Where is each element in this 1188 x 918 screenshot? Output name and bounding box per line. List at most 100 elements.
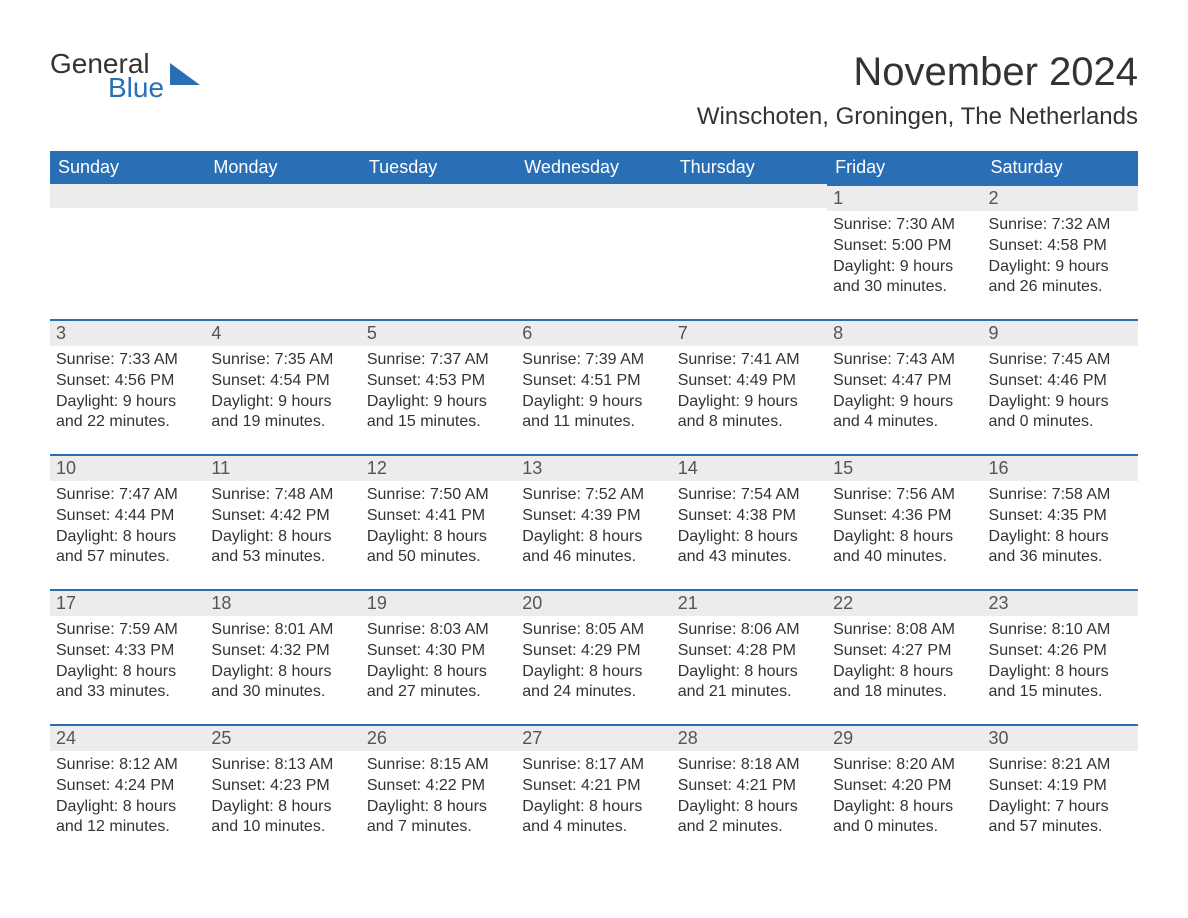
day-sunset: Sunset: 4:53 PM <box>367 371 510 392</box>
day-number: 27 <box>516 724 671 751</box>
day-sunrise: Sunrise: 7:39 AM <box>522 350 665 371</box>
day-number: 10 <box>50 454 205 481</box>
day-content: Sunrise: 7:48 AMSunset: 4:42 PMDaylight:… <box>205 481 360 576</box>
day-number: 24 <box>50 724 205 751</box>
day-content: Sunrise: 7:33 AMSunset: 4:56 PMDaylight:… <box>50 346 205 441</box>
logo: General Blue <box>50 50 200 102</box>
day-sunset: Sunset: 4:24 PM <box>56 776 199 797</box>
day-sunset: Sunset: 4:28 PM <box>678 641 821 662</box>
day-content: Sunrise: 7:47 AMSunset: 4:44 PMDaylight:… <box>50 481 205 576</box>
day-sunset: Sunset: 4:51 PM <box>522 371 665 392</box>
day-content: Sunrise: 8:12 AMSunset: 4:24 PMDaylight:… <box>50 751 205 846</box>
day-sunset: Sunset: 4:44 PM <box>56 506 199 527</box>
day-content: Sunrise: 8:03 AMSunset: 4:30 PMDaylight:… <box>361 616 516 711</box>
day-number: 2 <box>983 184 1138 211</box>
day-sunrise: Sunrise: 8:15 AM <box>367 755 510 776</box>
calendar-table: SundayMondayTuesdayWednesdayThursdayFrid… <box>50 151 1138 859</box>
day-sunrise: Sunrise: 8:20 AM <box>833 755 976 776</box>
empty-day-bar <box>205 184 360 208</box>
day-number: 5 <box>361 319 516 346</box>
day-daylight1: Daylight: 8 hours <box>678 527 821 548</box>
day-daylight2: and 21 minutes. <box>678 682 821 703</box>
calendar-cell: 4Sunrise: 7:35 AMSunset: 4:54 PMDaylight… <box>205 319 360 454</box>
day-sunset: Sunset: 4:29 PM <box>522 641 665 662</box>
day-sunrise: Sunrise: 7:54 AM <box>678 485 821 506</box>
day-daylight1: Daylight: 8 hours <box>211 527 354 548</box>
day-daylight1: Daylight: 8 hours <box>211 662 354 683</box>
day-sunset: Sunset: 4:54 PM <box>211 371 354 392</box>
calendar-cell: 29Sunrise: 8:20 AMSunset: 4:20 PMDayligh… <box>827 724 982 859</box>
day-daylight1: Daylight: 8 hours <box>833 797 976 818</box>
day-sunset: Sunset: 4:35 PM <box>989 506 1132 527</box>
day-content: Sunrise: 7:35 AMSunset: 4:54 PMDaylight:… <box>205 346 360 441</box>
calendar-cell: 20Sunrise: 8:05 AMSunset: 4:29 PMDayligh… <box>516 589 671 724</box>
day-daylight1: Daylight: 9 hours <box>989 257 1132 278</box>
day-number: 17 <box>50 589 205 616</box>
day-number: 7 <box>672 319 827 346</box>
day-daylight2: and 15 minutes. <box>989 682 1132 703</box>
empty-day-bar <box>50 184 205 208</box>
day-daylight1: Daylight: 8 hours <box>56 797 199 818</box>
calendar-week: 10Sunrise: 7:47 AMSunset: 4:44 PMDayligh… <box>50 454 1138 589</box>
day-sunset: Sunset: 4:33 PM <box>56 641 199 662</box>
logo-text: General Blue <box>50 50 164 102</box>
day-daylight2: and 8 minutes. <box>678 412 821 433</box>
day-daylight2: and 7 minutes. <box>367 817 510 838</box>
calendar-cell: 10Sunrise: 7:47 AMSunset: 4:44 PMDayligh… <box>50 454 205 589</box>
day-daylight1: Daylight: 8 hours <box>367 662 510 683</box>
day-content: Sunrise: 8:18 AMSunset: 4:21 PMDaylight:… <box>672 751 827 846</box>
day-daylight1: Daylight: 8 hours <box>989 662 1132 683</box>
calendar-cell: 8Sunrise: 7:43 AMSunset: 4:47 PMDaylight… <box>827 319 982 454</box>
day-content: Sunrise: 7:41 AMSunset: 4:49 PMDaylight:… <box>672 346 827 441</box>
weekday-header: Sunday <box>50 151 205 184</box>
day-number: 4 <box>205 319 360 346</box>
day-daylight1: Daylight: 8 hours <box>367 527 510 548</box>
day-sunset: Sunset: 4:56 PM <box>56 371 199 392</box>
day-daylight2: and 26 minutes. <box>989 277 1132 298</box>
day-daylight2: and 27 minutes. <box>367 682 510 703</box>
calendar-cell <box>672 184 827 319</box>
day-daylight1: Daylight: 9 hours <box>989 392 1132 413</box>
day-daylight1: Daylight: 8 hours <box>56 527 199 548</box>
calendar-cell: 24Sunrise: 8:12 AMSunset: 4:24 PMDayligh… <box>50 724 205 859</box>
day-number: 15 <box>827 454 982 481</box>
day-content: Sunrise: 7:32 AMSunset: 4:58 PMDaylight:… <box>983 211 1138 306</box>
day-sunrise: Sunrise: 8:18 AM <box>678 755 821 776</box>
day-sunrise: Sunrise: 8:12 AM <box>56 755 199 776</box>
calendar-week: 24Sunrise: 8:12 AMSunset: 4:24 PMDayligh… <box>50 724 1138 859</box>
day-daylight2: and 2 minutes. <box>678 817 821 838</box>
day-sunrise: Sunrise: 8:01 AM <box>211 620 354 641</box>
day-sunrise: Sunrise: 8:05 AM <box>522 620 665 641</box>
calendar-cell <box>361 184 516 319</box>
day-sunset: Sunset: 4:41 PM <box>367 506 510 527</box>
day-sunset: Sunset: 5:00 PM <box>833 236 976 257</box>
weekday-header: Wednesday <box>516 151 671 184</box>
calendar-cell <box>205 184 360 319</box>
day-number: 8 <box>827 319 982 346</box>
day-daylight2: and 33 minutes. <box>56 682 199 703</box>
day-number: 16 <box>983 454 1138 481</box>
day-daylight1: Daylight: 9 hours <box>367 392 510 413</box>
day-sunrise: Sunrise: 7:50 AM <box>367 485 510 506</box>
weekday-header: Friday <box>827 151 982 184</box>
day-sunrise: Sunrise: 7:45 AM <box>989 350 1132 371</box>
empty-day-bar <box>672 184 827 208</box>
empty-day-bar <box>516 184 671 208</box>
calendar-week: 17Sunrise: 7:59 AMSunset: 4:33 PMDayligh… <box>50 589 1138 724</box>
day-daylight2: and 4 minutes. <box>522 817 665 838</box>
weekday-row: SundayMondayTuesdayWednesdayThursdayFrid… <box>50 151 1138 184</box>
day-sunset: Sunset: 4:20 PM <box>833 776 976 797</box>
day-daylight2: and 0 minutes. <box>989 412 1132 433</box>
day-content: Sunrise: 7:43 AMSunset: 4:47 PMDaylight:… <box>827 346 982 441</box>
day-daylight1: Daylight: 8 hours <box>522 797 665 818</box>
calendar-cell: 23Sunrise: 8:10 AMSunset: 4:26 PMDayligh… <box>983 589 1138 724</box>
page-title: November 2024 <box>697 50 1138 95</box>
day-content: Sunrise: 8:15 AMSunset: 4:22 PMDaylight:… <box>361 751 516 846</box>
day-sunset: Sunset: 4:23 PM <box>211 776 354 797</box>
day-content: Sunrise: 8:01 AMSunset: 4:32 PMDaylight:… <box>205 616 360 711</box>
day-content: Sunrise: 7:54 AMSunset: 4:38 PMDaylight:… <box>672 481 827 576</box>
day-daylight2: and 19 minutes. <box>211 412 354 433</box>
day-number: 26 <box>361 724 516 751</box>
day-sunset: Sunset: 4:47 PM <box>833 371 976 392</box>
day-daylight2: and 12 minutes. <box>56 817 199 838</box>
